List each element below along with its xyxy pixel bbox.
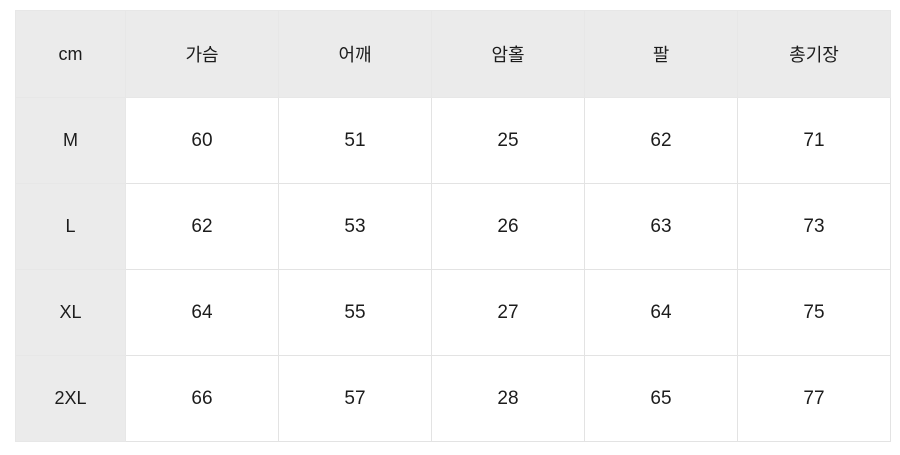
header-cell-armhole: 암홀 — [431, 10, 585, 98]
unit-header-cell: cm — [15, 10, 126, 98]
value-cell: 60 — [125, 97, 279, 184]
value-cell: 64 — [584, 269, 738, 356]
table-row-l: L 62 53 26 63 73 — [15, 183, 891, 270]
size-chart-table: cm 가슴 어깨 암홀 팔 총기장 M 60 51 25 62 71 L 62 … — [15, 10, 891, 442]
table-row-m: M 60 51 25 62 71 — [15, 97, 891, 184]
value-cell: 27 — [431, 269, 585, 356]
value-cell: 66 — [125, 355, 279, 442]
table-row-xl: XL 64 55 27 64 75 — [15, 269, 891, 356]
value-cell: 62 — [125, 183, 279, 270]
value-cell: 28 — [431, 355, 585, 442]
value-cell: 73 — [737, 183, 891, 270]
size-cell: 2XL — [15, 355, 126, 442]
value-cell: 55 — [278, 269, 432, 356]
value-cell: 71 — [737, 97, 891, 184]
size-cell: M — [15, 97, 126, 184]
table-row-2xl: 2XL 66 57 28 65 77 — [15, 355, 891, 442]
header-cell-arm: 팔 — [584, 10, 738, 98]
size-cell: XL — [15, 269, 126, 356]
value-cell: 53 — [278, 183, 432, 270]
header-cell-total-length: 총기장 — [737, 10, 891, 98]
value-cell: 65 — [584, 355, 738, 442]
value-cell: 77 — [737, 355, 891, 442]
value-cell: 75 — [737, 269, 891, 356]
value-cell: 25 — [431, 97, 585, 184]
header-cell-shoulder: 어깨 — [278, 10, 432, 98]
header-cell-chest: 가슴 — [125, 10, 279, 98]
value-cell: 62 — [584, 97, 738, 184]
value-cell: 63 — [584, 183, 738, 270]
size-cell: L — [15, 183, 126, 270]
value-cell: 57 — [278, 355, 432, 442]
value-cell: 64 — [125, 269, 279, 356]
value-cell: 51 — [278, 97, 432, 184]
header-row: cm 가슴 어깨 암홀 팔 총기장 — [15, 10, 891, 98]
value-cell: 26 — [431, 183, 585, 270]
